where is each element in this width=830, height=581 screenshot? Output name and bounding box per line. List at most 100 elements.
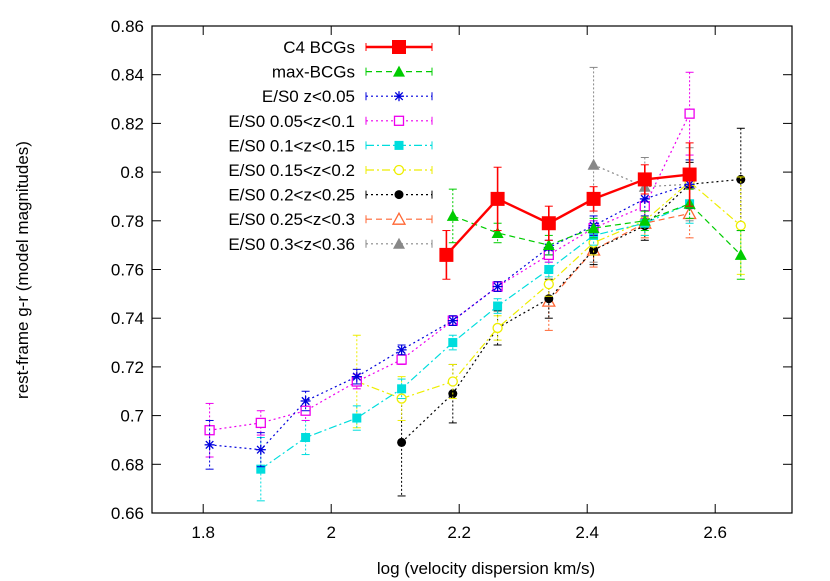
data-point bbox=[542, 239, 555, 251]
data-point bbox=[301, 433, 311, 443]
legend-label: E/S0 0.05<z<0.1 bbox=[228, 112, 355, 131]
legend-marker bbox=[393, 115, 405, 126]
marker-stroke bbox=[352, 372, 362, 381]
error-bar bbox=[493, 298, 502, 314]
data-point bbox=[448, 338, 458, 348]
legend-marker bbox=[393, 65, 405, 77]
data-point bbox=[447, 315, 458, 326]
data-point bbox=[587, 222, 600, 234]
marker-stroke bbox=[205, 440, 214, 450]
legend-label: E/S0 0.1<z<0.15 bbox=[228, 136, 355, 155]
data-point bbox=[439, 247, 454, 262]
legend-marker bbox=[394, 91, 404, 102]
y-tick-label: 0.82 bbox=[111, 114, 144, 133]
x-tick-label: 2 bbox=[326, 523, 335, 542]
error-bar bbox=[448, 188, 457, 244]
legend-entry-5: E/S0 0.15<z<0.2 bbox=[228, 161, 433, 180]
marker-stroke bbox=[397, 345, 406, 355]
legend-label: E/S0 0.2<z<0.25 bbox=[228, 186, 355, 205]
y-tick-label: 0.74 bbox=[111, 309, 144, 328]
x-tick-label: 1.8 bbox=[191, 523, 215, 542]
legend-marker bbox=[391, 211, 407, 225]
data-point bbox=[300, 395, 311, 406]
series-line bbox=[548, 212, 690, 302]
data-point bbox=[492, 281, 503, 292]
data-point bbox=[544, 294, 554, 304]
data-point bbox=[638, 214, 651, 226]
legend-entry-4: E/S0 0.1<z<0.15 bbox=[228, 136, 433, 155]
data-point bbox=[397, 437, 407, 447]
data-point bbox=[492, 322, 503, 334]
data-point bbox=[589, 245, 599, 255]
data-point bbox=[396, 354, 407, 365]
series-line bbox=[260, 203, 690, 470]
data-point bbox=[397, 384, 407, 394]
data-point bbox=[637, 172, 652, 187]
legend: C4 BCGs max-BCGs E/S0 z<0.05 E/S0 0.05<z<0.… bbox=[228, 38, 433, 254]
marker-stroke bbox=[493, 282, 502, 291]
data-point bbox=[204, 439, 215, 450]
data-point bbox=[352, 413, 362, 423]
marker-stroke bbox=[394, 91, 404, 101]
y-tick-label: 0.84 bbox=[111, 66, 144, 85]
x-tick-label: 2.4 bbox=[575, 523, 599, 542]
legend-entry-0: C4 BCGs bbox=[283, 38, 433, 57]
y-tick-label: 0.86 bbox=[111, 17, 144, 36]
legend-entry-8: E/S0 0.3<z<0.36 bbox=[228, 235, 433, 254]
data-point bbox=[351, 371, 362, 382]
legend-entry-2: E/S0 z<0.05 bbox=[262, 87, 433, 106]
data-point bbox=[543, 278, 554, 290]
data-point bbox=[255, 444, 266, 455]
legend-label: C4 BCGs bbox=[283, 38, 355, 57]
data-point bbox=[587, 158, 600, 170]
legend-label: E/S0 z<0.05 bbox=[262, 87, 355, 106]
y-tick-label: 0.78 bbox=[111, 212, 144, 231]
data-point bbox=[447, 376, 458, 387]
legend-label: E/S0 0.25<z<0.3 bbox=[228, 210, 355, 229]
data-point bbox=[586, 191, 601, 206]
data-point bbox=[490, 191, 505, 206]
legend-marker bbox=[393, 164, 405, 176]
y-tick-label: 0.66 bbox=[111, 504, 144, 523]
y-axis-title: rest-frame g-r (model magnitudes) bbox=[13, 141, 32, 399]
legend-marker bbox=[393, 237, 405, 249]
data-point bbox=[639, 193, 650, 204]
data-point bbox=[734, 248, 747, 260]
data-point bbox=[684, 108, 695, 119]
legend-label: E/S0 0.15<z<0.2 bbox=[228, 161, 355, 180]
legend-entry-1: max-BCGs bbox=[272, 63, 433, 82]
data-point bbox=[735, 220, 746, 231]
legend-marker bbox=[394, 190, 404, 200]
data-point bbox=[396, 344, 407, 355]
data-point bbox=[544, 265, 554, 274]
y-tick-label: 0.7 bbox=[120, 407, 144, 426]
marker-stroke bbox=[301, 396, 310, 406]
data-point bbox=[255, 417, 266, 429]
x-tick-label: 2.2 bbox=[447, 523, 471, 542]
x-axis-title: log (velocity dispersion km/s) bbox=[377, 559, 595, 578]
marker-stroke bbox=[448, 316, 458, 325]
legend-label: max-BCGs bbox=[272, 63, 355, 82]
legend-entry-3: E/S0 0.05<z<0.1 bbox=[228, 112, 433, 131]
y-tick-label: 0.8 bbox=[120, 163, 144, 182]
marker-stroke bbox=[256, 445, 266, 454]
error-bar bbox=[448, 334, 457, 351]
x-tick-label: 2.6 bbox=[703, 523, 727, 542]
series-line bbox=[445, 173, 690, 256]
legend-marker bbox=[394, 140, 404, 150]
y-tick-label: 0.76 bbox=[111, 261, 144, 280]
legend-label: E/S0 0.3<z<0.36 bbox=[228, 235, 355, 254]
data-point bbox=[493, 301, 503, 311]
y-tick-label: 0.68 bbox=[111, 455, 144, 474]
data-point bbox=[682, 167, 697, 182]
data-point bbox=[256, 464, 266, 474]
legend-marker bbox=[392, 40, 406, 54]
legend-entry-7: E/S0 0.25<z<0.3 bbox=[228, 210, 433, 229]
axes-layer: 0.66 0.68 0.7 0.72 0.74 0.76 0.78 0.8 0.82 0.84 0.… bbox=[111, 17, 793, 542]
data-point bbox=[446, 209, 459, 221]
data-point bbox=[541, 216, 556, 231]
legend-entry-6: E/S0 0.2<z<0.25 bbox=[228, 186, 433, 205]
series-layer bbox=[204, 66, 747, 502]
